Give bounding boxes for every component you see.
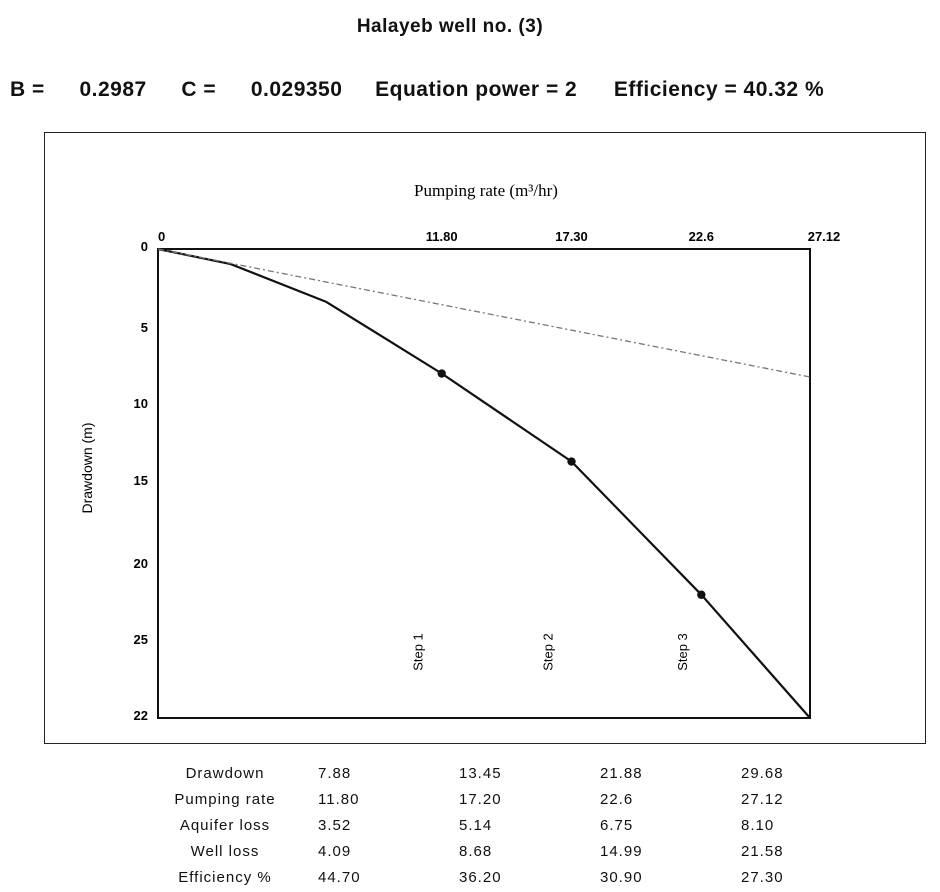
table-cell: 22.6: [600, 790, 634, 808]
y-tick-label: 20: [134, 556, 148, 571]
measured-point: [437, 369, 446, 378]
efficiency-value: Efficiency = 40.32 %: [613, 78, 825, 101]
y-axis-title: Drawdown (m): [79, 422, 95, 513]
row-label: Efficiency %: [178, 868, 272, 886]
step-label: Step 3: [675, 633, 690, 671]
table-cell: 36.20: [459, 868, 502, 886]
row-label: Drawdown: [185, 764, 265, 782]
y-tick-label: 15: [134, 473, 148, 488]
row-label: Well loss: [190, 842, 260, 860]
x-tick-label: 22.6: [689, 229, 714, 244]
row-label: Aquifer loss: [179, 816, 271, 834]
total-drawdown-curve: [157, 247, 811, 719]
step-label: Step 2: [540, 633, 555, 671]
row-label: Pumping rate: [174, 790, 276, 808]
y-tick-label: 25: [134, 632, 148, 647]
table-cell: 5.14: [459, 816, 493, 834]
table-cell: 14.99: [600, 842, 643, 860]
x-tick-label: 27.12: [808, 229, 841, 244]
table-row: Drawdown 7.88 13.45 21.88 29.68: [140, 760, 874, 786]
chart-title: Halayeb well no. (3): [356, 16, 544, 37]
measured-point: [567, 457, 576, 466]
measured-point: [697, 590, 706, 599]
y-tick-label: 22: [134, 708, 148, 723]
table-cell: 13.45: [459, 764, 502, 782]
y-tick-label: 5: [141, 320, 148, 335]
c-label: C =: [181, 78, 217, 101]
table-cell: 3.52: [318, 816, 352, 834]
table-cell: 4.09: [318, 842, 352, 860]
table-cell: 27.12: [741, 790, 784, 808]
x-tick-label: 11.80: [426, 229, 458, 244]
table-cell: 11.80: [318, 790, 360, 808]
table-row: Pumping rate 11.80 17.20 22.6 27.12: [140, 786, 874, 812]
x-tick-label: 17.30: [555, 229, 588, 244]
table-cell: 27.30: [741, 868, 784, 886]
table-cell: 6.75: [600, 816, 634, 834]
table-cell: 44.70: [318, 868, 361, 886]
table-row: Well loss 4.09 8.68 14.99 21.58: [140, 838, 874, 864]
table-cell: 29.68: [741, 764, 784, 782]
c-value: 0.029350: [250, 78, 343, 101]
table-cell: 21.88: [600, 764, 643, 782]
plot-area-border: [157, 248, 811, 719]
b-label: B =: [10, 78, 45, 101]
y-tick-label: 0: [141, 239, 148, 254]
table-cell: 8.68: [459, 842, 493, 860]
table-cell: 17.20: [459, 790, 502, 808]
x-axis-title: Pumping rate (m³/hr): [414, 181, 558, 200]
equation-power: Equation power = 2: [375, 78, 578, 101]
table-cell: 8.10: [741, 816, 775, 834]
step-label: Step 1: [410, 633, 425, 671]
chart-frame: [44, 132, 926, 744]
table-row: Efficiency % 44.70 36.20 30.90 27.30: [140, 864, 874, 890]
table-row: Aquifer loss 3.52 5.14 6.75 8.10: [140, 812, 874, 838]
x-tick-label: 0: [158, 229, 165, 244]
parameter-line: B = 0.2987 C = 0.029350 Equation power =…: [10, 78, 824, 102]
b-value: 0.2987: [79, 78, 147, 101]
y-tick-label: 10: [134, 396, 148, 411]
table-cell: 21.58: [741, 842, 784, 860]
table-cell: 30.90: [600, 868, 643, 886]
aquifer-loss-line: [157, 248, 811, 378]
table-cell: 7.88: [318, 764, 352, 782]
summary-table: Drawdown 7.88 13.45 21.88 29.68 Pumping rate 1…: [140, 760, 874, 890]
